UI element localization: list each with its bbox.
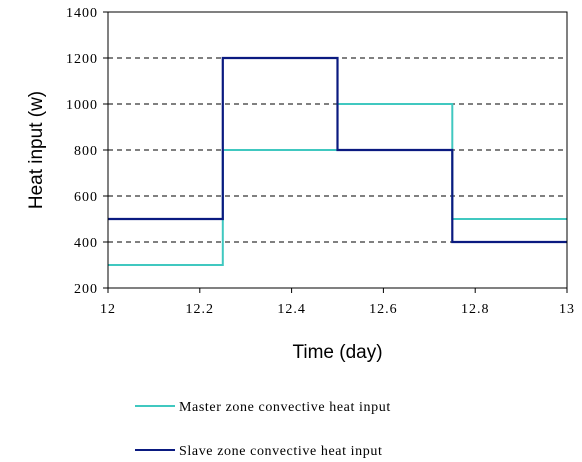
- x-tick-label: 12.6: [369, 302, 398, 317]
- y-tick-label: 1000: [66, 98, 98, 113]
- x-tick-label: 12: [100, 302, 116, 317]
- x-tick-label: 12.4: [277, 302, 306, 317]
- y-tick-label: 800: [74, 144, 98, 159]
- x-axis-title: Time (day): [292, 342, 382, 363]
- y-tick-label: 400: [74, 236, 98, 251]
- y-tick-label: 200: [74, 282, 98, 297]
- legend-label: Master zone convective heat input: [179, 400, 391, 415]
- x-tick-label: 13: [559, 302, 575, 317]
- y-tick-label: 1400: [66, 6, 98, 21]
- x-tick-label: 12.8: [461, 302, 490, 317]
- series-line-slave-zone: [108, 56, 567, 244]
- x-tick-label: 12.2: [186, 302, 215, 317]
- y-tick-label: 600: [74, 190, 98, 205]
- y-tick-label: 1200: [66, 52, 98, 67]
- y-axis-title: Heat input (w): [26, 91, 47, 209]
- legend-label: Slave zone convective heat input: [179, 444, 382, 459]
- legend: Master zone convective heat input Slave z…: [135, 400, 391, 459]
